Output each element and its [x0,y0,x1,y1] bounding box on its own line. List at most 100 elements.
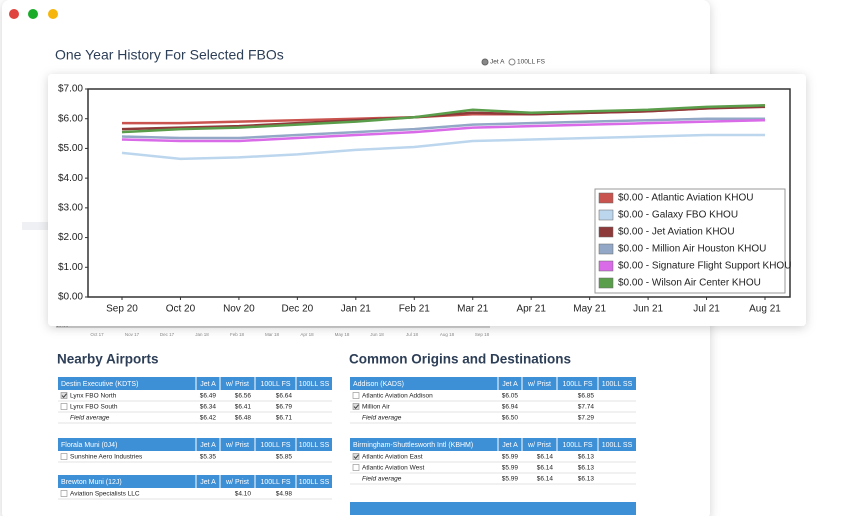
price-cell: $6.13 [578,476,595,483]
legend-label: $0.00 - Wilson Air Center KHOU [618,278,761,289]
radio-label[interactable]: 100LL FS [517,59,546,66]
y-tick-label: $6.00 [58,113,83,124]
y-tick-label: $5.00 [58,143,83,154]
row-name: Field average [362,415,402,422]
zoom-button[interactable] [48,9,58,19]
navigator-tick-label: Apr 18 [300,332,314,337]
radio[interactable] [509,59,515,65]
navigator-tick-label: Jan 18 [195,332,209,337]
checkbox[interactable] [61,454,67,460]
legend-swatch [599,244,613,254]
price-cell: $5.99 [502,476,519,483]
checkbox[interactable] [353,393,359,399]
price-cell: $6.71 [276,415,293,422]
price-cell: $6.49 [200,393,217,400]
row-name: Lynx FBO North [70,393,117,400]
price-cell: $7.74 [578,404,595,411]
price-cell: $6.48 [235,415,252,422]
checkbox[interactable] [61,404,67,410]
price-cell: $6.79 [276,404,293,411]
price-cell: $5.85 [276,454,293,461]
legend-label: $0.00 - Million Air Houston KHOU [618,244,766,255]
price-cell: $6.13 [578,454,595,461]
checkbox[interactable] [353,454,359,460]
header-cell: 100LL FS [562,381,592,388]
header-cell: w/ Prist [225,442,249,449]
checkbox[interactable] [61,491,67,497]
x-tick-label: May 21 [573,304,606,315]
x-tick-label: Jul 21 [693,304,720,315]
x-tick-label: Feb 21 [399,304,431,315]
legend-label: $0.00 - Galaxy FBO KHOU [618,210,738,221]
row-name: Aviation Specialists LLC [70,491,140,498]
legend-swatch [599,193,613,203]
price-cell: $5.35 [200,454,217,461]
x-tick-label: Apr 21 [516,304,546,315]
header-cell: 100LL SS [602,442,633,449]
section-title: One Year History For Selected FBOs [55,47,284,63]
header-cell: Destin Executive (KDTS) [61,381,138,388]
price-cell: $6.14 [537,454,554,461]
price-cell: $5.99 [502,454,519,461]
price-cell: $6.13 [578,465,595,472]
x-tick-label: Jan 21 [341,304,371,315]
header-cell: 100LL SS [299,479,330,486]
navigator-tick-label: Jul 18 [406,332,419,337]
header-cell: Jet A [200,381,216,388]
header-cell: Jet A [200,442,216,449]
x-tick-label: Mar 21 [457,304,489,315]
price-cell: $6.34 [200,404,217,411]
legend-swatch [599,278,613,288]
row-name: Field average [362,476,402,483]
price-cell: $4.10 [235,491,252,498]
header-cell: Addison (KADS) [353,381,404,388]
header-cell: Florala Muni (0J4) [61,442,117,449]
row-name: Atlantic Aviation East [362,454,423,461]
header-cell: w/ Prist [225,381,249,388]
y-tick-label: $2.00 [58,232,83,243]
x-tick-label: Sep 20 [106,304,138,315]
price-cell: $6.50 [502,415,519,422]
row-name: Million Air [362,404,391,411]
x-tick-label: Dec 20 [282,304,314,315]
price-cell: $6.41 [235,404,252,411]
header-cell: 100LL FS [562,442,592,449]
navigator-tick-label: Nov 17 [125,332,140,337]
row-name: Field average [70,415,110,422]
y-tick-label: $1.00 [58,262,83,273]
legend-label: $0.00 - Signature Flight Support KHOU [618,261,791,272]
checkbox[interactable] [353,465,359,471]
header-cell: 100LL SS [602,381,633,388]
header-cell: 100LL SS [299,442,330,449]
row-name: Atlantic Aviation West [362,465,424,472]
header-cell: 100LL SS [299,381,330,388]
radio-label[interactable]: Jet A [490,59,505,66]
radio[interactable] [482,59,488,65]
price-cell: $6.56 [235,393,252,400]
table-title: Common Origins and Destinations [349,352,571,367]
header-cell: 100LL FS [260,479,290,486]
checkbox[interactable] [61,393,67,399]
close-button[interactable] [9,9,19,19]
navigator-tick-label: Dec 17 [160,332,175,337]
price-cell: $4.98 [276,491,293,498]
price-cell: $6.14 [537,476,554,483]
table-header-partial [350,502,636,515]
x-tick-label: Oct 20 [166,304,196,315]
header-cell: Jet A [502,442,518,449]
checkbox[interactable] [353,404,359,410]
price-cell: $6.94 [502,404,519,411]
price-cell: $6.14 [537,465,554,472]
navigator-tick-label: Feb 18 [230,332,245,337]
y-tick-label: $7.00 [58,84,83,95]
header-cell: Birmingham-Shuttlesworth Intl (KBHM) [353,442,473,449]
chart: $0.00$1.00$2.00$3.00$4.00$5.00$6.00$7.00… [58,84,791,315]
price-cell: $6.64 [276,393,293,400]
minimize-button[interactable] [28,9,38,19]
header-cell: Jet A [200,479,216,486]
price-cell: $6.05 [502,393,519,400]
legend-label: $0.00 - Jet Aviation KHOU [618,227,735,238]
header-cell: w/ Prist [225,479,249,486]
